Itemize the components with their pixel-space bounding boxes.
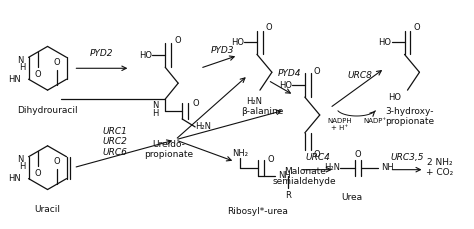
Text: Malonate
semialdehyde: Malonate semialdehyde	[273, 167, 337, 186]
Text: O: O	[192, 98, 199, 108]
Text: H₂N: H₂N	[246, 97, 262, 106]
Text: N: N	[152, 101, 158, 109]
Text: HO: HO	[279, 81, 292, 90]
Text: Ureido-
propionate: Ureido- propionate	[144, 140, 193, 159]
Text: HO: HO	[389, 93, 401, 102]
Text: NH: NH	[382, 163, 394, 172]
Text: NH: NH	[278, 171, 291, 180]
Text: NADP⁺: NADP⁺	[363, 118, 386, 124]
Text: 2 NH₂
+ CO₂: 2 NH₂ + CO₂	[426, 158, 453, 177]
Text: O: O	[268, 155, 274, 164]
Text: β-alanine: β-alanine	[241, 107, 283, 116]
Text: O: O	[413, 23, 420, 32]
Text: H: H	[19, 63, 26, 72]
Text: HO: HO	[231, 38, 244, 47]
Text: URC1
URC2
URC6: URC1 URC2 URC6	[103, 127, 128, 157]
Text: O: O	[314, 150, 320, 159]
Text: O: O	[35, 169, 41, 178]
Text: O: O	[266, 23, 273, 32]
Text: N: N	[17, 56, 24, 65]
Text: URC4: URC4	[305, 153, 330, 162]
Text: O: O	[355, 150, 361, 159]
Text: PYD2: PYD2	[90, 49, 113, 58]
Text: Dihydrouracil: Dihydrouracil	[17, 106, 78, 115]
Text: HN: HN	[8, 174, 20, 183]
Text: HN: HN	[8, 75, 20, 84]
Text: H: H	[19, 162, 26, 171]
Text: NH₂: NH₂	[232, 149, 248, 158]
Text: N: N	[17, 155, 24, 164]
Text: PYD4: PYD4	[278, 69, 301, 78]
Text: R: R	[285, 191, 291, 199]
Text: Urea: Urea	[341, 193, 362, 202]
Text: URC3,5: URC3,5	[391, 153, 424, 162]
Text: H₂N: H₂N	[195, 123, 211, 131]
Text: H₂N: H₂N	[324, 163, 340, 172]
Text: URC8: URC8	[347, 71, 372, 80]
Text: O: O	[35, 70, 41, 79]
Text: NADPH
+ H⁺: NADPH + H⁺	[328, 118, 352, 131]
Text: HO: HO	[379, 38, 392, 47]
Text: HO: HO	[139, 51, 152, 60]
Text: O: O	[174, 36, 181, 45]
Text: H: H	[152, 109, 158, 117]
Text: Ribosyl*-urea: Ribosyl*-urea	[228, 207, 288, 216]
Text: Uracil: Uracil	[35, 205, 61, 214]
Text: PYD3: PYD3	[210, 46, 234, 55]
Text: O: O	[314, 67, 320, 76]
Text: 3-hydroxy-
propionate: 3-hydroxy- propionate	[385, 107, 434, 126]
Text: O: O	[54, 157, 60, 166]
Text: O: O	[54, 58, 60, 67]
